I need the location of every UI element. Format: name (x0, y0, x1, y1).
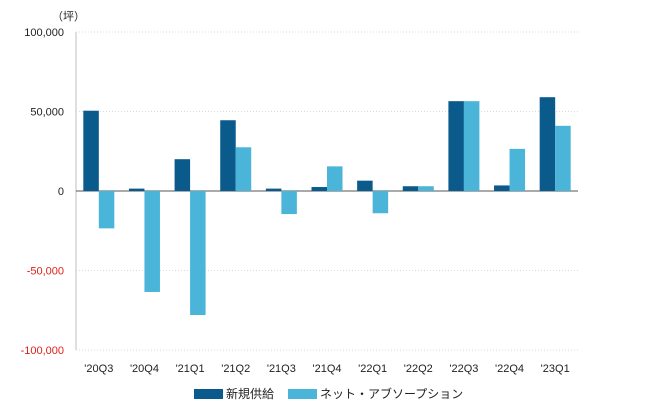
bar-net-absorption-3 (235, 147, 252, 191)
x-tick-label: '23Q1 (541, 363, 570, 375)
bar-net-absorption-1 (144, 191, 160, 292)
bar-new-supply-5 (311, 187, 327, 191)
bar-new-supply-2 (174, 159, 191, 191)
x-tick-label: '22Q1 (358, 363, 387, 375)
x-tick-label: '21Q4 (312, 363, 341, 375)
bar-new-supply-8 (448, 101, 464, 191)
bar-net-absorption-2 (190, 191, 206, 316)
bar-net-absorption-5 (327, 166, 343, 191)
x-tick-label: '21Q1 (176, 363, 205, 375)
x-tick-label: '22Q4 (495, 363, 524, 375)
bar-new-supply-10 (539, 97, 556, 191)
bar-new-supply-6 (357, 180, 373, 191)
bar-net-absorption-4 (281, 191, 297, 215)
legend: 新規供給 ネット・アブソープション (194, 386, 463, 401)
y-axis-ticks: 100,000 50,000 0 -50,000 -100,000 (21, 27, 64, 357)
bar-new-supply-7 (402, 186, 419, 191)
x-tick-label: '22Q2 (404, 363, 433, 375)
y-tick-label: 50,000 (30, 107, 64, 119)
x-tick-label: '22Q3 (449, 363, 478, 375)
bar-new-supply-9 (494, 185, 510, 191)
bar-new-supply-1 (128, 188, 145, 191)
bar-net-absorption-0 (98, 191, 115, 229)
bar-new-supply-3 (220, 120, 236, 191)
y-tick-label: -100,000 (21, 345, 64, 357)
bar-net-absorption-6 (372, 191, 389, 214)
x-axis-ticks: '20Q3 '20Q4 '21Q1 '21Q2 '21Q3 '21Q4 '22Q1 '22Q2… (84, 363, 569, 375)
bar-new-supply-4 (265, 188, 282, 191)
legend-label-net-absorption: ネット・アブソープション (320, 386, 463, 401)
y-axis-unit-label: （坪） (52, 10, 85, 23)
legend-label-new-supply: 新規供給 (226, 386, 274, 401)
y-tick-label: 0 (58, 186, 64, 198)
bar-net-absorption-7 (418, 186, 434, 191)
legend-swatch-net-absorption (288, 389, 317, 399)
bar-net-absorption-10 (555, 125, 571, 191)
bar-new-supply-0 (83, 110, 99, 191)
x-tick-label: '21Q3 (267, 363, 296, 375)
y-tick-label: -50,000 (27, 266, 64, 278)
y-tick-label: 100,000 (24, 27, 64, 39)
bars (83, 97, 571, 316)
x-tick-label: '20Q4 (130, 363, 159, 375)
bar-net-absorption-8 (463, 101, 480, 191)
bar-net-absorption-9 (509, 148, 526, 191)
x-tick-label: '20Q3 (84, 363, 113, 375)
legend-swatch-new-supply (194, 389, 223, 399)
x-tick-label: '21Q2 (221, 363, 250, 375)
